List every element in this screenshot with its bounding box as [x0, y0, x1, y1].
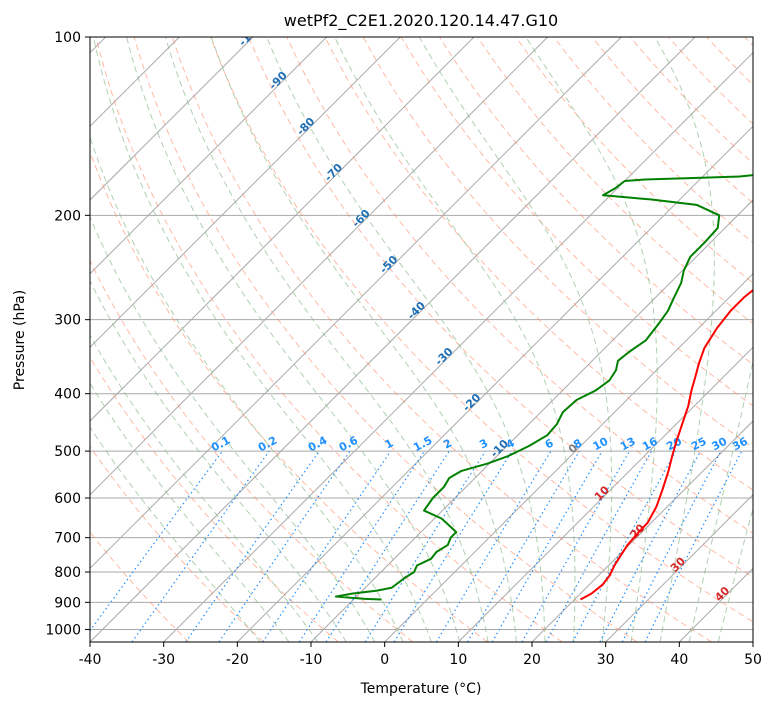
y-tick-label: 1000 [45, 622, 81, 638]
mixing-ratio-line [325, 450, 450, 642]
x-tick-label: -40 [79, 652, 102, 668]
moist-adiabat-line [90, 426, 261, 642]
mixing-ratio-line [393, 450, 513, 642]
isotherm-line [90, 37, 696, 642]
y-tick-label: 800 [54, 565, 81, 581]
y-tick-label: 400 [54, 387, 81, 403]
isotherm-label: -100 [236, 20, 265, 49]
isotherm-line [384, 272, 753, 642]
moist-adiabat-line [688, 358, 753, 642]
y-tick-label: 900 [54, 595, 81, 611]
mixing-ratio-label: 30 [710, 435, 730, 454]
y-tick-label: 500 [54, 444, 81, 460]
y-tick-label: 300 [54, 313, 81, 329]
x-tick-label: 20 [523, 652, 541, 668]
x-tick-label: 50 [744, 652, 762, 668]
moist-adiabat-line [90, 382, 290, 642]
chart-title: wetPf2_C2E1.2020.120.14.47.G10 [284, 11, 558, 31]
y-tick-label: 100 [54, 30, 81, 46]
moist-adiabat-line [210, 37, 517, 642]
moist-adiabat-line [90, 135, 404, 642]
y-axis-label: Pressure (hPa) [12, 290, 28, 390]
mixing-ratio-line [364, 450, 486, 642]
isotherm-line [163, 51, 753, 642]
x-tick-label: -30 [152, 652, 175, 668]
dry-adiabat-line [248, 37, 753, 578]
dry-adiabat-line [171, 37, 712, 642]
x-axis-label: Temperature (°C) [360, 681, 482, 697]
dry-adiabat-line [95, 37, 563, 642]
moist-adiabat-line [334, 37, 576, 642]
mixing-ratio-label: 20 [664, 434, 684, 453]
isotherm-line [90, 37, 254, 201]
mixing-ratio-line [185, 450, 320, 642]
isotherm-line [457, 346, 753, 642]
dry-adiabat-line [90, 445, 264, 642]
mixing-ratio-line [298, 450, 425, 642]
x-tick-label: 40 [670, 652, 688, 668]
isotherm-line [531, 420, 753, 642]
dry-adiabat-line [210, 37, 753, 623]
mixing-ratio-line [572, 450, 677, 642]
profile-lines [334, 174, 753, 601]
x-tick-label: 30 [597, 652, 615, 668]
moist-adiabat-line [164, 37, 489, 642]
mixing-ratio-line [131, 450, 270, 642]
isotherm-line [90, 37, 401, 349]
mixing-ratio-line [218, 450, 351, 642]
mixing-ratio-label: 10 [591, 434, 611, 453]
plot-frame [89, 36, 754, 643]
isotherm-line [90, 37, 549, 496]
dry-adiabat-line [90, 259, 414, 642]
isotherm-line [236, 125, 753, 642]
y-axis: 100 200 300 400 500 600 700 800 900 1000 [45, 30, 90, 638]
mixing-ratio-label: 36 [730, 435, 750, 454]
moist-adiabat-line [266, 37, 546, 642]
dry-adiabat-line [324, 37, 753, 491]
isotherm-line [90, 37, 475, 422]
moist-adiabat-line [654, 37, 715, 642]
dewpoint-profile-line [334, 174, 753, 601]
x-axis: -40 -30 -20 -10 0 10 20 30 40 50 [79, 642, 762, 668]
x-tick-label: 0 [380, 652, 389, 668]
y-tick-label: 700 [54, 531, 81, 547]
isotherm-line [605, 493, 753, 642]
mixing-ratio-line [599, 450, 702, 642]
dry-adiabat-line [286, 37, 753, 534]
moist-adiabat-line [92, 37, 432, 642]
isotherm-line [90, 37, 622, 570]
isotherm-line [90, 37, 328, 275]
background-lines [90, 37, 753, 642]
mixing-ratio-label: 16 [640, 435, 660, 454]
mixing-ratio-line [262, 450, 392, 642]
y-tick-label: 600 [54, 491, 81, 507]
x-tick-label: -10 [300, 652, 323, 668]
moist-adiabat-line [126, 37, 461, 642]
mixing-ratio-line [435, 450, 552, 642]
x-tick-label: -20 [226, 652, 249, 668]
moist-adiabat-line [90, 215, 376, 642]
temperature-profile-line [579, 288, 753, 601]
y-tick-label: 200 [54, 208, 81, 224]
dry-adiabat-line [515, 37, 753, 284]
moist-adiabat-line [525, 37, 658, 642]
x-tick-label: 10 [449, 652, 467, 668]
moist-adiabat-line [717, 506, 753, 642]
mixing-ratio-label: 13 [618, 435, 638, 454]
mixing-ratio-label: 25 [689, 435, 709, 454]
moist-adiabat-line [90, 334, 319, 642]
moist-adiabat-line [418, 37, 613, 642]
mixing-ratio-line [466, 450, 580, 642]
